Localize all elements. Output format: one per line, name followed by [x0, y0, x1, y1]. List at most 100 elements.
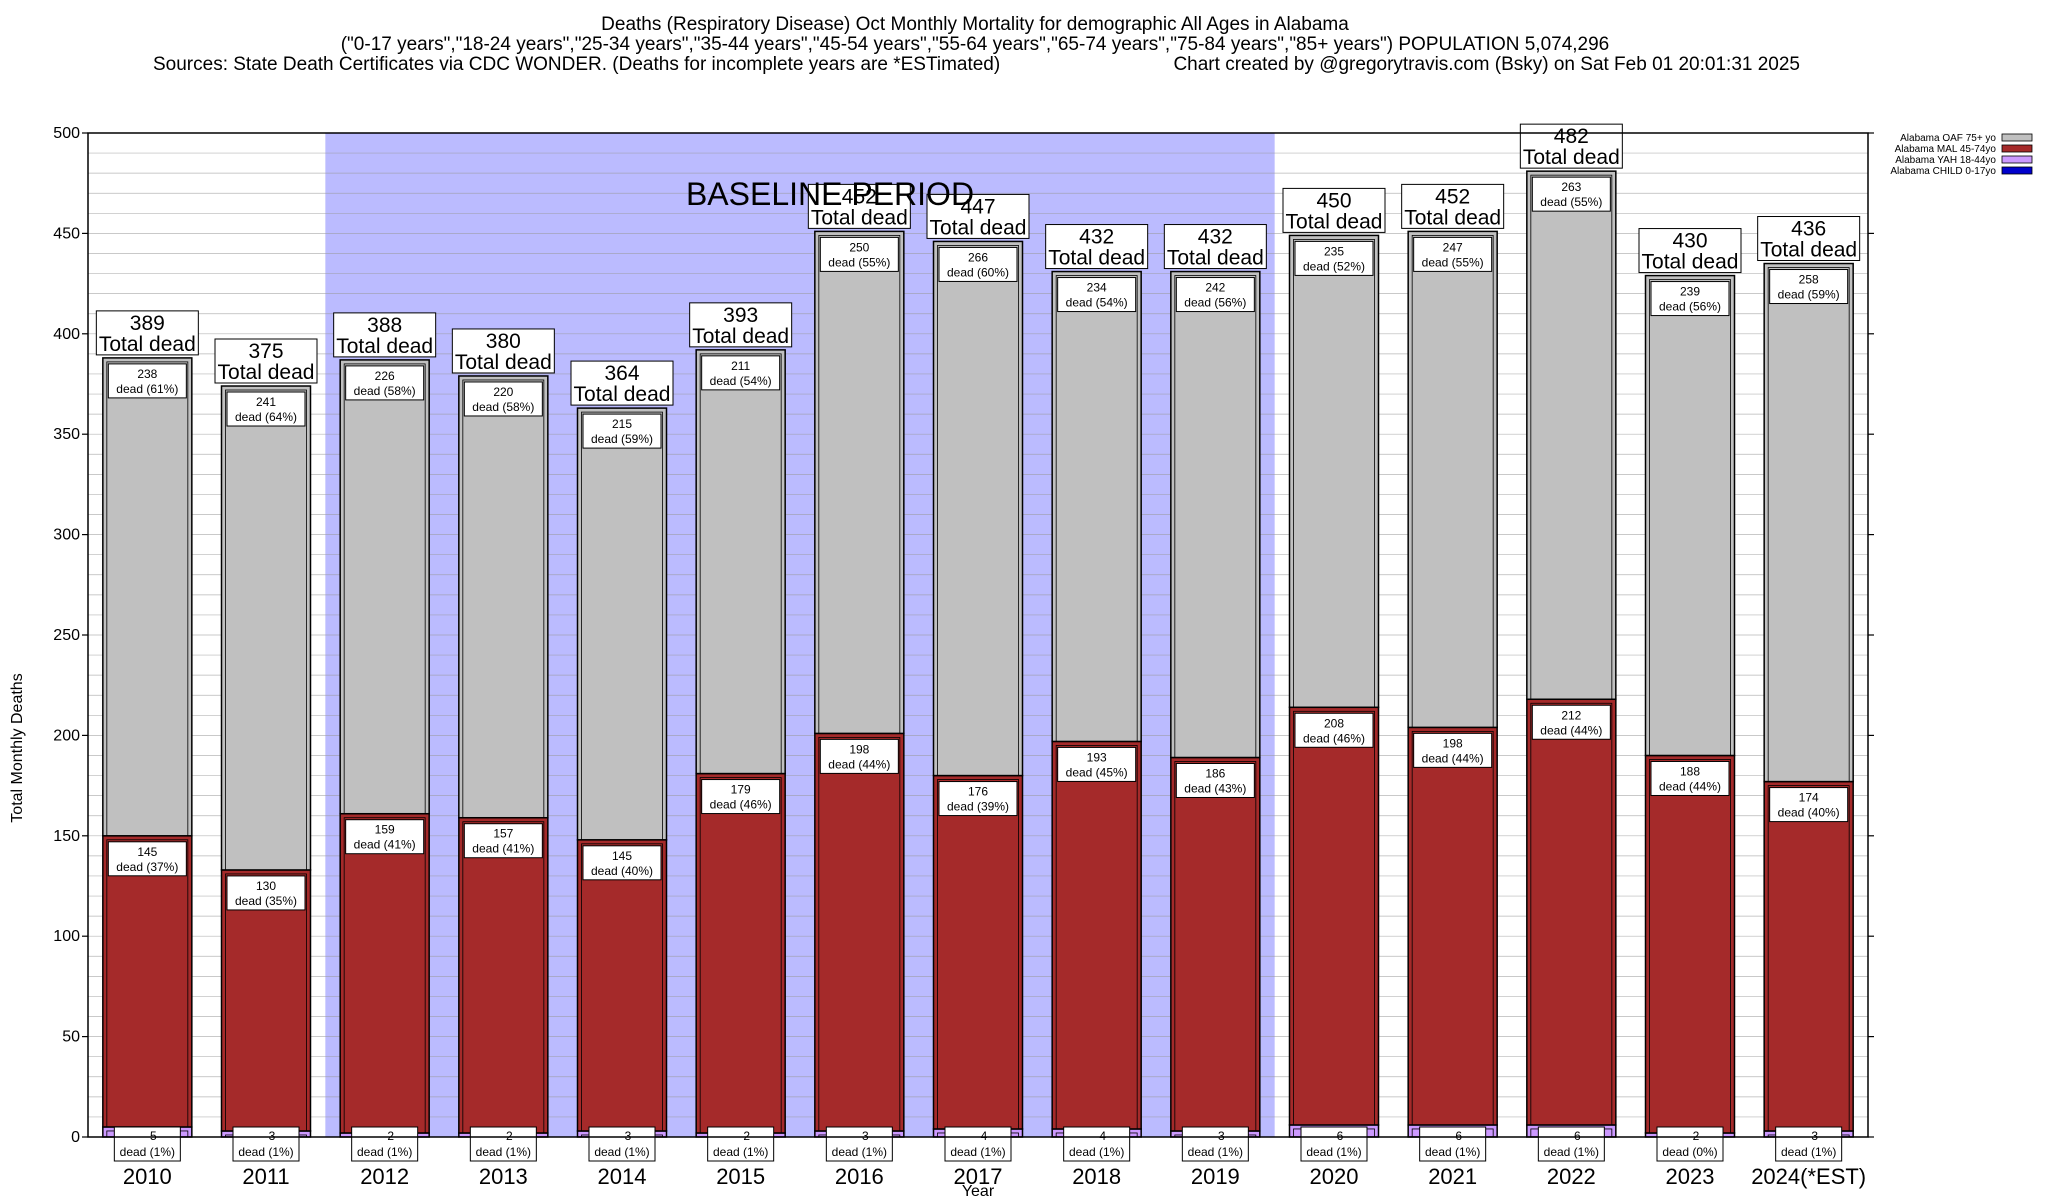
label-box-oaf	[1057, 277, 1137, 313]
x-tick-label: 2019	[1191, 1164, 1240, 1189]
label-value-oaf: 215	[612, 417, 632, 431]
label-pct-mal: dead (40%)	[591, 864, 653, 878]
total-box	[926, 193, 1030, 239]
title-line3-left: Sources: State Death Certificates via CD…	[153, 54, 1000, 75]
label-value-oaf: 263	[1561, 180, 1581, 194]
label-box-oaf	[1413, 236, 1493, 272]
bar-inner-oaf	[818, 234, 901, 734]
axes: 2010 2011 2012 2013 2014 2015 2016 2017 2018 2019…	[53, 125, 1874, 1189]
label-value-oaf: 247	[1443, 240, 1463, 254]
label-value-mal: 188	[1680, 764, 1700, 778]
label-value-mal: 193	[1087, 750, 1107, 764]
total-label: Total dead	[692, 325, 789, 348]
total-value: 393	[723, 304, 758, 327]
label-pct-yah: dead (1%)	[238, 1145, 293, 1159]
label-box-yah	[944, 1126, 1012, 1162]
total-box	[689, 302, 793, 348]
label-pct-yah: dead (0%)	[1662, 1145, 1717, 1159]
bar-mal	[102, 835, 193, 1128]
legend-entry-yah: Alabama YAH 18-44yo	[1895, 155, 1996, 166]
total-label: Total dead	[455, 351, 552, 374]
label-pct-mal: dead (45%)	[1066, 765, 1128, 779]
label-box-yah	[113, 1126, 181, 1162]
y-tick-label: 100	[53, 928, 80, 945]
label-value-oaf: 258	[1799, 273, 1819, 287]
label-pct-oaf: dead (54%)	[1066, 296, 1128, 310]
total-value: 364	[604, 362, 639, 385]
bar-inner-oaf	[1411, 234, 1494, 728]
label-value-oaf: 220	[493, 385, 513, 399]
bar-oaf	[1288, 234, 1380, 709]
label-value-mal: 179	[731, 783, 751, 797]
total-label: Total dead	[811, 206, 908, 229]
label-box-yah	[1537, 1126, 1605, 1162]
label-box-oaf	[1531, 176, 1611, 212]
y-tick-label: 250	[53, 627, 80, 644]
label-box-oaf	[938, 246, 1018, 282]
baseline-label: BASELINE PERIOD	[686, 176, 974, 212]
bar-mal	[814, 732, 905, 1132]
y-tick-label: 50	[62, 1029, 80, 1046]
legend-swatch-oaf	[2001, 133, 2033, 142]
label-pct-mal: dead (44%)	[1659, 779, 1721, 793]
label-box-mal	[345, 819, 425, 855]
label-value-oaf: 239	[1680, 285, 1700, 299]
label-pct-yah: dead (1%)	[1781, 1145, 1836, 1159]
total-box	[1519, 123, 1623, 169]
bar-oaf	[1763, 262, 1854, 783]
total-box	[1282, 187, 1386, 233]
label-pct-yah: dead (1%)	[1544, 1145, 1599, 1159]
bar-oaf	[814, 230, 905, 735]
label-value-oaf: 250	[849, 240, 869, 254]
bar-inner-oaf	[343, 363, 426, 815]
label-box-oaf	[226, 391, 306, 427]
label-pct-mal: dead (44%)	[1540, 723, 1602, 737]
label-value-oaf: 242	[1205, 281, 1225, 295]
bar-mal	[1407, 726, 1498, 1126]
bar-oaf	[576, 407, 668, 841]
label-value-oaf: 234	[1087, 281, 1107, 295]
label-pct-mal: dead (46%)	[1303, 731, 1365, 745]
total-label: Total dead	[218, 361, 315, 384]
bar-oaf	[339, 359, 430, 815]
total-value: 432	[1079, 226, 1114, 249]
total-box	[1757, 216, 1861, 262]
total-box	[570, 360, 674, 406]
x-tick-label: 2012	[360, 1164, 409, 1189]
x-tick-label: 2020	[1310, 1164, 1359, 1189]
bar-mal	[339, 812, 430, 1134]
total-box	[95, 310, 199, 356]
label-pct-yah: dead (1%)	[476, 1145, 531, 1159]
label-box-yah	[1656, 1126, 1724, 1162]
bar-inner-oaf	[462, 379, 545, 819]
legend-swatch-child	[2001, 166, 2033, 175]
label-pct-oaf: dead (59%)	[1778, 288, 1840, 302]
label-pct-oaf: dead (60%)	[947, 265, 1009, 279]
x-tick-label: 2021	[1428, 1164, 1477, 1189]
bar-oaf	[220, 385, 312, 871]
x-tick-label: 2015	[716, 1164, 765, 1189]
total-label: Total dead	[930, 216, 1027, 239]
label-pct-oaf: dead (61%)	[116, 382, 178, 396]
x-tick-label: 2010	[123, 1164, 172, 1189]
bar-oaf	[458, 375, 549, 819]
label-pct-yah: dead (1%)	[1425, 1145, 1480, 1159]
label-pct-yah: dead (1%)	[1188, 1145, 1243, 1159]
label-value-yah: 6	[1337, 1129, 1344, 1143]
bar-inner-oaf	[937, 245, 1019, 776]
bar-inner-oaf	[699, 353, 782, 774]
label-box-oaf	[582, 413, 662, 449]
label-value-mal: 198	[1443, 736, 1463, 750]
bar-mal	[220, 869, 312, 1132]
total-label: Total dead	[336, 335, 433, 358]
label-value-oaf: 235	[1324, 244, 1344, 258]
x-tick-label: 2014	[598, 1164, 647, 1189]
label-pct-mal: dead (44%)	[1422, 751, 1484, 765]
label-box-mal	[819, 738, 899, 774]
title-line2: ("0-17 years","18-24 years","25-34 years…	[341, 34, 1610, 55]
label-value-yah: 2	[387, 1129, 394, 1143]
label-box-mal	[1057, 746, 1137, 782]
x-tick-label: 2018	[1072, 1164, 1121, 1189]
